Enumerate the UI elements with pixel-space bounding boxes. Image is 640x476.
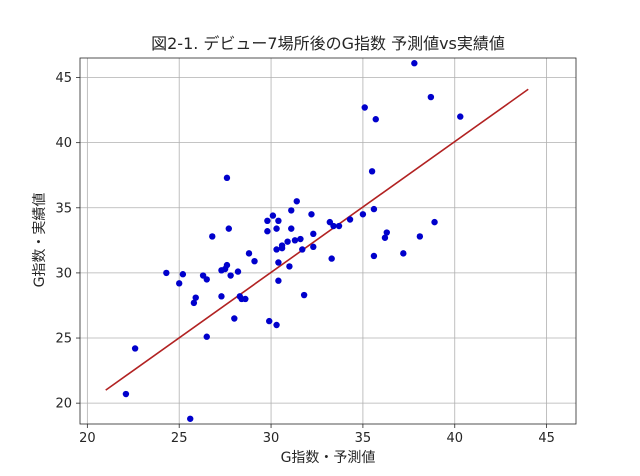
data-point bbox=[245, 250, 253, 257]
data-point bbox=[203, 333, 210, 340]
data-point bbox=[218, 293, 225, 300]
data-point bbox=[221, 265, 229, 273]
data-point bbox=[359, 211, 367, 218]
x-tick-label: 35 bbox=[355, 431, 372, 446]
y-tick-label: 30 bbox=[55, 266, 72, 281]
data-point bbox=[411, 60, 418, 67]
data-point bbox=[400, 250, 407, 257]
data-point bbox=[300, 291, 308, 299]
x-tick-label: 30 bbox=[263, 431, 280, 446]
x-tick-label: 40 bbox=[446, 431, 463, 446]
data-point bbox=[330, 222, 337, 230]
data-point bbox=[372, 116, 379, 123]
y-tick-label: 20 bbox=[55, 397, 72, 412]
data-point bbox=[284, 238, 291, 245]
data-point bbox=[278, 244, 286, 252]
data-point bbox=[179, 271, 187, 278]
data-point bbox=[291, 237, 299, 244]
grid-lines bbox=[80, 58, 576, 424]
data-point bbox=[308, 211, 315, 218]
data-point bbox=[203, 276, 210, 283]
y-axis-label: G指数・実績値 bbox=[32, 193, 48, 288]
data-point bbox=[457, 113, 464, 120]
data-point bbox=[361, 104, 368, 111]
y-axis-ticks: 20 25 30 35 40 45 bbox=[55, 71, 80, 412]
data-point bbox=[231, 315, 238, 322]
y-tick-label: 45 bbox=[55, 71, 72, 86]
data-point bbox=[293, 198, 300, 205]
data-point bbox=[209, 233, 216, 240]
plot-frame bbox=[79, 57, 577, 425]
y-tick-label: 40 bbox=[55, 136, 72, 151]
data-point bbox=[269, 212, 277, 219]
data-point bbox=[192, 294, 199, 301]
data-point bbox=[187, 415, 194, 422]
data-point bbox=[131, 345, 139, 352]
data-point bbox=[122, 390, 130, 398]
data-point bbox=[190, 299, 198, 307]
data-point bbox=[297, 235, 304, 243]
data-point bbox=[275, 217, 282, 225]
data-point bbox=[264, 217, 271, 225]
data-point bbox=[238, 295, 245, 303]
data-point bbox=[264, 228, 271, 235]
x-tick-label: 45 bbox=[538, 431, 555, 446]
data-point bbox=[273, 225, 280, 232]
x-axis-ticks: 20 25 30 35 40 45 bbox=[79, 424, 555, 446]
data-point bbox=[176, 280, 183, 287]
data-point bbox=[288, 225, 295, 232]
data-point bbox=[381, 234, 389, 241]
data-point bbox=[227, 272, 234, 279]
data-point bbox=[370, 252, 378, 260]
data-point bbox=[310, 230, 317, 238]
y-tick-label: 25 bbox=[55, 332, 72, 347]
x-tick-label: 25 bbox=[171, 431, 188, 446]
data-point bbox=[223, 174, 231, 182]
data-point bbox=[368, 168, 376, 175]
data-point bbox=[431, 218, 438, 226]
data-point bbox=[234, 268, 242, 275]
data-point bbox=[273, 321, 280, 329]
data-point bbox=[288, 207, 295, 214]
data-point bbox=[225, 225, 232, 232]
x-tick-label: 20 bbox=[79, 431, 96, 446]
x-axis-label: G指数・予測値 bbox=[281, 450, 376, 466]
data-point bbox=[286, 263, 293, 270]
data-point bbox=[328, 255, 335, 262]
data-point bbox=[273, 246, 280, 253]
data-point bbox=[346, 216, 354, 223]
data-point bbox=[370, 205, 378, 213]
data-point bbox=[335, 222, 343, 230]
y-tick-label: 35 bbox=[55, 201, 72, 216]
data-point bbox=[427, 93, 435, 101]
data-point bbox=[299, 246, 306, 253]
data-point bbox=[416, 233, 424, 240]
data-point bbox=[275, 259, 282, 266]
data-point bbox=[251, 257, 258, 265]
data-point bbox=[383, 229, 390, 236]
data-point bbox=[275, 277, 282, 284]
chart-title: 図2-1. デビュー7場所後のG指数 予測値vs実績値 bbox=[151, 34, 505, 53]
data-point bbox=[266, 317, 273, 325]
data-points bbox=[122, 60, 464, 422]
data-point bbox=[310, 243, 317, 251]
regression-line bbox=[105, 88, 529, 391]
data-point bbox=[163, 269, 170, 277]
plot-area bbox=[80, 58, 576, 424]
